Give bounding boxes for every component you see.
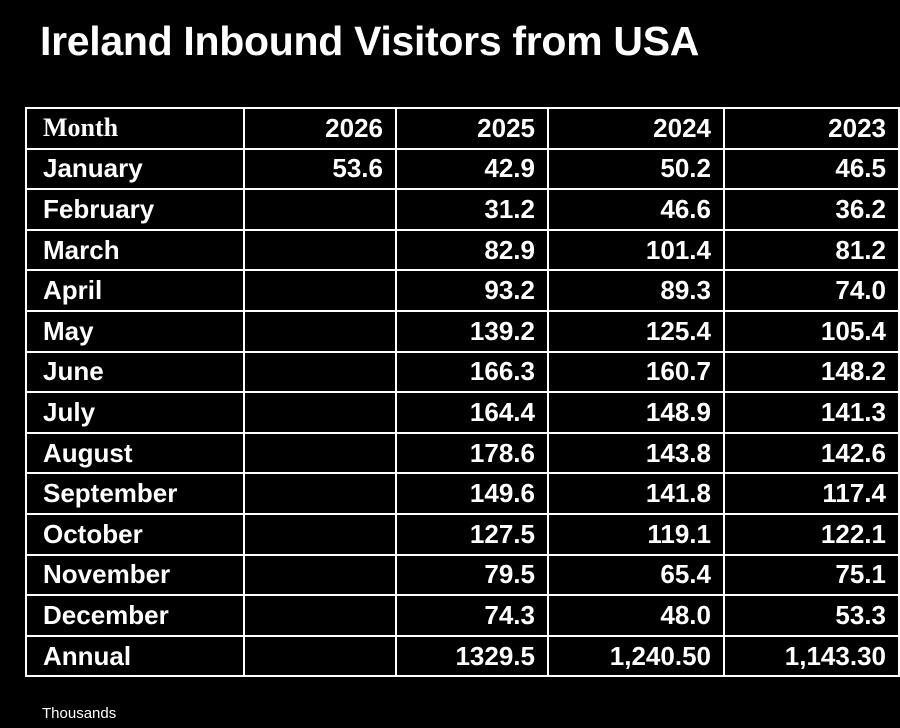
table-row: November 79.5 65.4 75.1 — [25, 553, 900, 597]
table-row: August 178.6 143.8 142.6 — [25, 431, 900, 475]
header-cell: 2023 — [723, 107, 900, 150]
table-row: April 93.2 89.3 74.0 — [25, 269, 900, 312]
row-label: May — [25, 309, 245, 353]
cell: 141.3 — [723, 391, 900, 434]
cell: 50.2 — [547, 147, 725, 191]
cell — [243, 188, 397, 231]
cell: 148.2 — [723, 350, 900, 394]
cell: 143.8 — [547, 431, 725, 475]
cell: 142.6 — [723, 431, 900, 475]
cell: 119.1 — [547, 512, 725, 556]
table-body: January 53.6 42.9 50.2 46.5 February 31.2 46.6 3… — [25, 147, 900, 678]
row-label: March — [25, 228, 245, 272]
cell — [243, 512, 397, 556]
table-row: September 149.6 141.8 117.4 — [25, 472, 900, 515]
cell — [243, 431, 397, 475]
cell: 42.9 — [395, 147, 549, 191]
cell — [243, 309, 397, 353]
cell: 81.2 — [723, 228, 900, 272]
cell: 46.6 — [547, 188, 725, 231]
cell: 105.4 — [723, 309, 900, 353]
cell: 127.5 — [395, 512, 549, 556]
header-row: Month 2026 2025 2024 2023 — [25, 107, 900, 150]
row-label: October — [25, 512, 245, 556]
cell — [243, 594, 397, 637]
cell: 166.3 — [395, 350, 549, 394]
cell: 1,143.30 — [723, 634, 900, 678]
table-row: January 53.6 42.9 50.2 46.5 — [25, 147, 900, 191]
cell: 101.4 — [547, 228, 725, 272]
cell: 31.2 — [395, 188, 549, 231]
cell: 164.4 — [395, 391, 549, 434]
cell — [243, 269, 397, 312]
row-label: December — [25, 594, 245, 637]
cell: 53.6 — [243, 147, 397, 191]
cell: 148.9 — [547, 391, 725, 434]
cell — [243, 553, 397, 597]
cell: 160.7 — [547, 350, 725, 394]
visitors-table: Month 2026 2025 2024 2023 January 53.6 42.9 50.… — [25, 107, 900, 678]
table-row: December 74.3 48.0 53.3 — [25, 594, 900, 637]
cell: 93.2 — [395, 269, 549, 312]
cell: 117.4 — [723, 472, 900, 515]
header-cell: Month — [25, 107, 245, 150]
cell: 1,240.50 — [547, 634, 725, 678]
cell: 141.8 — [547, 472, 725, 515]
cell: 178.6 — [395, 431, 549, 475]
cell — [243, 634, 397, 678]
table-row: March 82.9 101.4 81.2 — [25, 228, 900, 272]
row-label: July — [25, 391, 245, 434]
table-row: Annual 1329.5 1,240.50 1,143.30 — [25, 634, 900, 678]
cell: 122.1 — [723, 512, 900, 556]
table-row: July 164.4 148.9 141.3 — [25, 391, 900, 434]
header-cell: 2025 — [395, 107, 549, 150]
cell: 53.3 — [723, 594, 900, 637]
table-row: May 139.2 125.4 105.4 — [25, 309, 900, 353]
cell: 74.0 — [723, 269, 900, 312]
row-label: September — [25, 472, 245, 515]
cell — [243, 350, 397, 394]
cell: 139.2 — [395, 309, 549, 353]
table-row: June 166.3 160.7 148.2 — [25, 350, 900, 394]
cell: 82.9 — [395, 228, 549, 272]
cell — [243, 472, 397, 515]
table-row: February 31.2 46.6 36.2 — [25, 188, 900, 231]
row-label: February — [25, 188, 245, 231]
row-label: August — [25, 431, 245, 475]
row-label: November — [25, 553, 245, 597]
row-label: June — [25, 350, 245, 394]
header-cell: 2024 — [547, 107, 725, 150]
row-label: January — [25, 147, 245, 191]
cell: 46.5 — [723, 147, 900, 191]
cell: 79.5 — [395, 553, 549, 597]
title: Ireland Inbound Visitors from USA — [40, 18, 700, 64]
header-cell: 2026 — [243, 107, 397, 150]
cell: 48.0 — [547, 594, 725, 637]
row-label: April — [25, 269, 245, 312]
row-label: Annual — [25, 634, 245, 678]
cell: 75.1 — [723, 553, 900, 597]
footnote: Thousands — [42, 705, 117, 722]
cell: 1329.5 — [395, 634, 549, 678]
cell: 65.4 — [547, 553, 725, 597]
cell: 36.2 — [723, 188, 900, 231]
cell — [243, 391, 397, 434]
cell — [243, 228, 397, 272]
cell: 74.3 — [395, 594, 549, 637]
cell: 125.4 — [547, 309, 725, 353]
cell: 149.6 — [395, 472, 549, 515]
cell: 89.3 — [547, 269, 725, 312]
table-row: October 127.5 119.1 122.1 — [25, 512, 900, 556]
